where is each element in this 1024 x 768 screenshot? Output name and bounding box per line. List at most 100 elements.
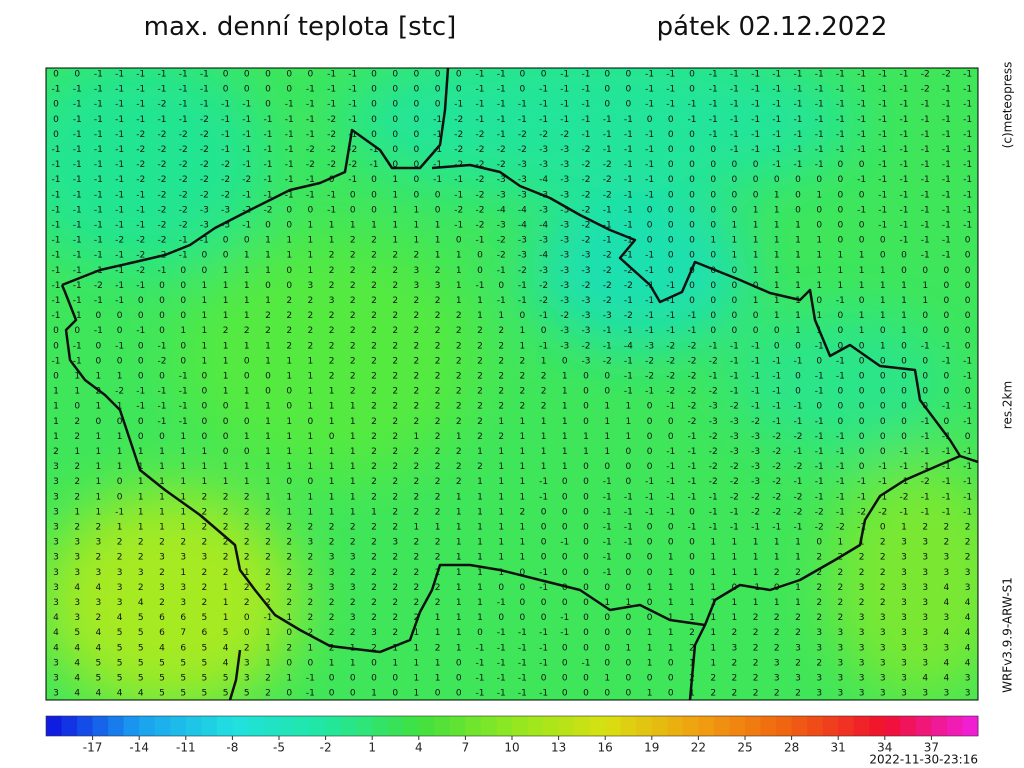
grid-value: 4 xyxy=(74,658,80,668)
grid-value: 2 xyxy=(880,583,886,593)
grid-value: 0 xyxy=(604,100,610,110)
grid-value: -1 xyxy=(942,447,951,457)
grid-value: -1 xyxy=(539,658,548,668)
grid-value: -2 xyxy=(539,130,548,140)
grid-value: -1 xyxy=(645,160,654,170)
grid-value: 1 xyxy=(96,372,102,382)
grid-value: 0 xyxy=(901,387,907,397)
grid-value: -1 xyxy=(306,190,315,200)
grid-value: -1 xyxy=(772,356,781,366)
grid-value: -1 xyxy=(921,341,930,351)
grid-value: 1 xyxy=(520,523,526,533)
grid-value: 0 xyxy=(838,311,844,321)
grid-value: 1 xyxy=(138,447,144,457)
grid-value: 3 xyxy=(859,658,865,668)
grid-value: -2 xyxy=(921,70,930,80)
grid-value: 1 xyxy=(541,462,547,472)
grid-value: -1 xyxy=(900,205,909,215)
grid-value: -1 xyxy=(688,432,697,442)
grid-value: 2 xyxy=(965,538,971,548)
grid-value: 3 xyxy=(859,583,865,593)
grid-value: -1 xyxy=(560,538,569,548)
grid-value: 0 xyxy=(244,613,250,623)
grid-value: 0 xyxy=(732,326,738,336)
grid-value: 6 xyxy=(180,643,186,653)
grid-value: 0 xyxy=(583,372,589,382)
grid-value: 1 xyxy=(795,221,801,231)
grid-value: -1 xyxy=(963,115,972,125)
grid-value: -1 xyxy=(836,115,845,125)
colorbar-cell xyxy=(822,716,839,736)
grid-value: 0 xyxy=(965,296,971,306)
grid-value: -1 xyxy=(539,477,548,487)
grid-value: 4 xyxy=(96,689,102,699)
grid-value: 1 xyxy=(138,492,144,502)
grid-value: -1 xyxy=(772,70,781,80)
grid-value: -1 xyxy=(794,402,803,412)
grid-value: 0 xyxy=(880,523,886,533)
grid-value: 0 xyxy=(689,85,695,95)
grid-value: -3 xyxy=(730,447,739,457)
grid-value: -1 xyxy=(836,462,845,472)
grid-value: -2 xyxy=(751,492,760,502)
grid-value: 0 xyxy=(880,236,886,246)
grid-value: 1 xyxy=(265,477,271,487)
grid-value: 2 xyxy=(414,583,420,593)
grid-value: -3 xyxy=(539,160,548,170)
grid-value: 0 xyxy=(859,387,865,397)
grid-value: 2 xyxy=(477,356,483,366)
grid-value: 1 xyxy=(138,462,144,472)
grid-value: 2 xyxy=(371,462,377,472)
grid-value: -2 xyxy=(94,281,103,291)
grid-value: 0 xyxy=(414,100,420,110)
grid-value: -2 xyxy=(476,221,485,231)
grid-value: -1 xyxy=(772,160,781,170)
grid-value: 1 xyxy=(96,507,102,517)
grid-value: -1 xyxy=(560,115,569,125)
colorbar-cell xyxy=(247,716,264,736)
grid-value: -1 xyxy=(645,266,654,276)
grid-value: 3 xyxy=(944,568,950,578)
grid-value: -1 xyxy=(772,372,781,382)
grid-value: -1 xyxy=(666,281,675,291)
grid-value: -1 xyxy=(306,115,315,125)
grid-value: 2 xyxy=(435,341,441,351)
grid-value: 1 xyxy=(286,372,292,382)
grid-value: -1 xyxy=(497,130,506,140)
grid-value: -1 xyxy=(327,85,336,95)
grid-value: -1 xyxy=(497,70,506,80)
grid-value: 5 xyxy=(117,658,123,668)
grid-value: -1 xyxy=(582,85,591,95)
grid-value: 0 xyxy=(583,613,589,623)
grid-value: 1 xyxy=(498,417,504,427)
grid-value: -1 xyxy=(433,130,442,140)
border-line xyxy=(60,284,706,654)
grid-value: -1 xyxy=(242,160,251,170)
grid-value: 0 xyxy=(647,417,653,427)
grid-value: -2 xyxy=(221,175,230,185)
grid-value: -2 xyxy=(921,477,930,487)
grid-value: -1 xyxy=(603,145,612,155)
grid-value: -1 xyxy=(518,689,527,699)
grid-value: -2 xyxy=(688,341,697,351)
grid-value: 1 xyxy=(159,462,165,472)
grid-value: -3 xyxy=(709,402,718,412)
grid-value: 1 xyxy=(223,477,229,487)
grid-value: 4 xyxy=(96,583,102,593)
timestamp: 2022-11-30-23:16 xyxy=(869,753,978,767)
grid-value: 2 xyxy=(414,553,420,563)
grid-value: -1 xyxy=(921,115,930,125)
grid-value: 0 xyxy=(626,658,632,668)
grid-value: -2 xyxy=(158,160,167,170)
grid-value: 1 xyxy=(244,432,250,442)
grid-value: 0 xyxy=(668,251,674,261)
grid-value: 0 xyxy=(583,387,589,397)
grid-value: 3 xyxy=(901,674,907,684)
grid-value: 0 xyxy=(223,432,229,442)
grid-value: 5 xyxy=(180,689,186,699)
grid-value: 1 xyxy=(414,523,420,533)
grid-value: 2 xyxy=(498,341,504,351)
grid-value: -1 xyxy=(836,85,845,95)
grid-value: 1 xyxy=(329,402,335,412)
grid-value: 0 xyxy=(117,417,123,427)
